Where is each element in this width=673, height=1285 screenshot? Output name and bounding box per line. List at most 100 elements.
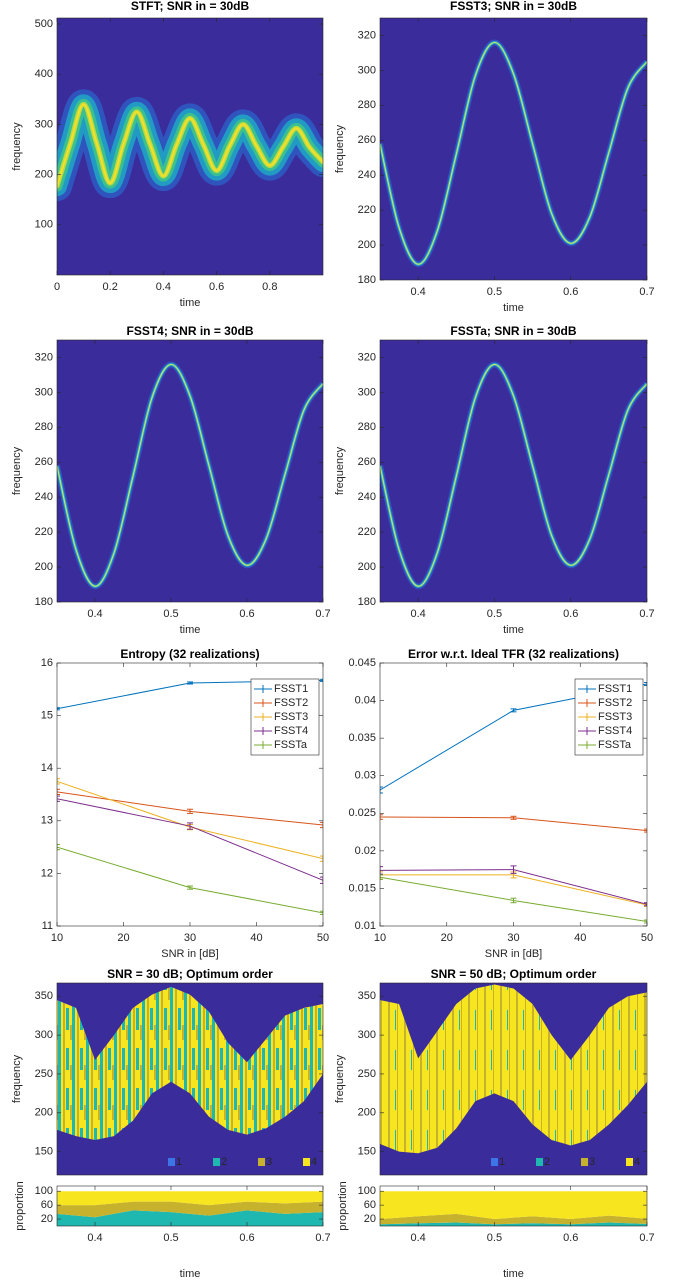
legend-label: FSST1 (274, 683, 308, 695)
chart-title: SNR = 50 dB; Optimum order (431, 967, 597, 981)
y-axis-label: frequency (334, 124, 346, 173)
error-bar (57, 843, 60, 851)
y-tick-label: 350 (358, 990, 376, 1002)
x-tick-label: 30 (507, 932, 519, 944)
error-bar (187, 808, 193, 814)
y-axis-label: proportion (14, 1181, 26, 1231)
chart-title: Error w.r.t. Ideal TFR (32 realizations) (408, 647, 619, 661)
plot-area (380, 18, 647, 280)
y-tick-label: 220 (358, 204, 376, 216)
y-tick-label: 200 (35, 1107, 53, 1119)
legend-label: 2 (544, 1156, 550, 1168)
axes-box (56, 339, 324, 603)
error-bar (187, 822, 193, 830)
plot-content (380, 361, 647, 590)
order-region (57, 986, 323, 1141)
y-tick-label: 0.025 (348, 807, 376, 819)
panel: FSST1 FSST2 FSST3 FSST4 FSSTa 10 20 30 40 50 11 12 1… (41, 647, 329, 960)
plot-content (380, 1191, 647, 1226)
y-tick-label: 350 (35, 990, 53, 1002)
y-tick-label: 0.02 (355, 845, 376, 857)
error-bar (644, 828, 647, 833)
legend-label: FSST2 (274, 697, 308, 709)
legend-swatch (258, 1158, 265, 1166)
x-tick-label: 20 (441, 932, 453, 944)
chart-title: SNR = 30 dB; Optimum order (107, 967, 273, 981)
legend-label: FSST4 (274, 725, 308, 737)
x-tick-label: 50 (317, 932, 329, 944)
legend-label: 3 (266, 1156, 272, 1168)
y-tick-label: 100 (358, 1185, 376, 1197)
error-bar (320, 876, 323, 884)
y-tick-label: 15 (41, 710, 53, 722)
x-tick-label: 0.4 (410, 286, 425, 298)
x-tick-label: 20 (117, 932, 129, 944)
ridge (380, 41, 647, 265)
x-tick-label: 50 (641, 932, 653, 944)
error-bar (644, 919, 647, 924)
area-segment (380, 1222, 647, 1226)
axes-box (379, 982, 648, 1176)
y-tick-label: 200 (358, 1107, 376, 1119)
x-tick-label: 0.4 (410, 1232, 425, 1244)
legend-label: 3 (589, 1156, 595, 1168)
area-segment (57, 1201, 323, 1218)
x-axis-label: time (180, 1268, 201, 1280)
y-tick-label: 0.035 (348, 732, 376, 744)
error-bar (320, 855, 323, 862)
x-tick-label: 0.7 (315, 608, 330, 620)
legend-label: FSSTa (598, 739, 632, 751)
y-tick-label: 60 (41, 1199, 53, 1211)
chart-title: Entropy (32 realizations) (120, 647, 259, 661)
area-segment (57, 1210, 323, 1226)
y-tick-label: 13 (41, 815, 53, 827)
legend-label: FSSTa (274, 739, 308, 751)
panel: 1 2 3 4 150 200 250 300 350 SNR = 30 dB; Optimum … (11, 967, 324, 1176)
y-tick-label: 20 (41, 1213, 53, 1225)
error-bar (187, 885, 193, 890)
y-tick-label: 200 (35, 561, 53, 573)
y-tick-label: 16 (41, 657, 53, 669)
legend-swatch (168, 1158, 175, 1166)
y-tick-label: 400 (35, 68, 53, 80)
legend-label: FSST3 (598, 711, 632, 723)
y-tick-label: 300 (35, 1029, 53, 1041)
y-tick-label: 180 (358, 596, 376, 608)
error-bar (380, 866, 383, 875)
area-segment (380, 1191, 647, 1220)
legend-swatch (581, 1158, 588, 1166)
x-tick-label: 0.5 (487, 286, 502, 298)
panel: 0 0.2 0.4 0.6 0.8 100 200 300 400 500 STFT; SNR in… (11, 0, 324, 309)
y-tick-label: 320 (35, 351, 53, 363)
legend-swatch (213, 1158, 220, 1166)
error-bar (57, 707, 60, 711)
axes-box (379, 17, 648, 281)
x-axis-label: time (503, 302, 524, 314)
y-tick-label: 100 (35, 219, 53, 231)
error-bar (320, 678, 323, 682)
y-tick-label: 220 (35, 526, 53, 538)
y-tick-label: 0.03 (355, 770, 376, 782)
chart-title: FSST3; SNR in = 30dB (450, 0, 577, 13)
plot-content (57, 89, 323, 202)
x-tick-label: 0.6 (209, 281, 224, 293)
x-axis-label: time (503, 1268, 524, 1280)
x-tick-label: 0.6 (563, 1232, 578, 1244)
y-tick-label: 60 (364, 1199, 376, 1211)
legend-swatch (303, 1158, 310, 1166)
error-bar (510, 708, 517, 713)
y-tick-label: 150 (35, 1146, 53, 1158)
legend-label: 4 (311, 1156, 317, 1168)
y-tick-label: 250 (35, 1068, 53, 1080)
error-bar (57, 795, 60, 802)
panel: 0.4 0.5 0.6 0.7 180 200 220 240 260 280 300 320 FSST… (11, 324, 331, 636)
axes-box (56, 982, 324, 1176)
legend-swatch (626, 1158, 633, 1166)
y-tick-label: 300 (358, 1029, 376, 1041)
y-tick-label: 320 (358, 351, 376, 363)
plot-content (57, 1191, 323, 1226)
ridge (380, 363, 647, 587)
y-axis-label: frequency (11, 1054, 23, 1103)
plot-content (57, 986, 323, 1141)
x-tick-label: 0.7 (639, 608, 654, 620)
